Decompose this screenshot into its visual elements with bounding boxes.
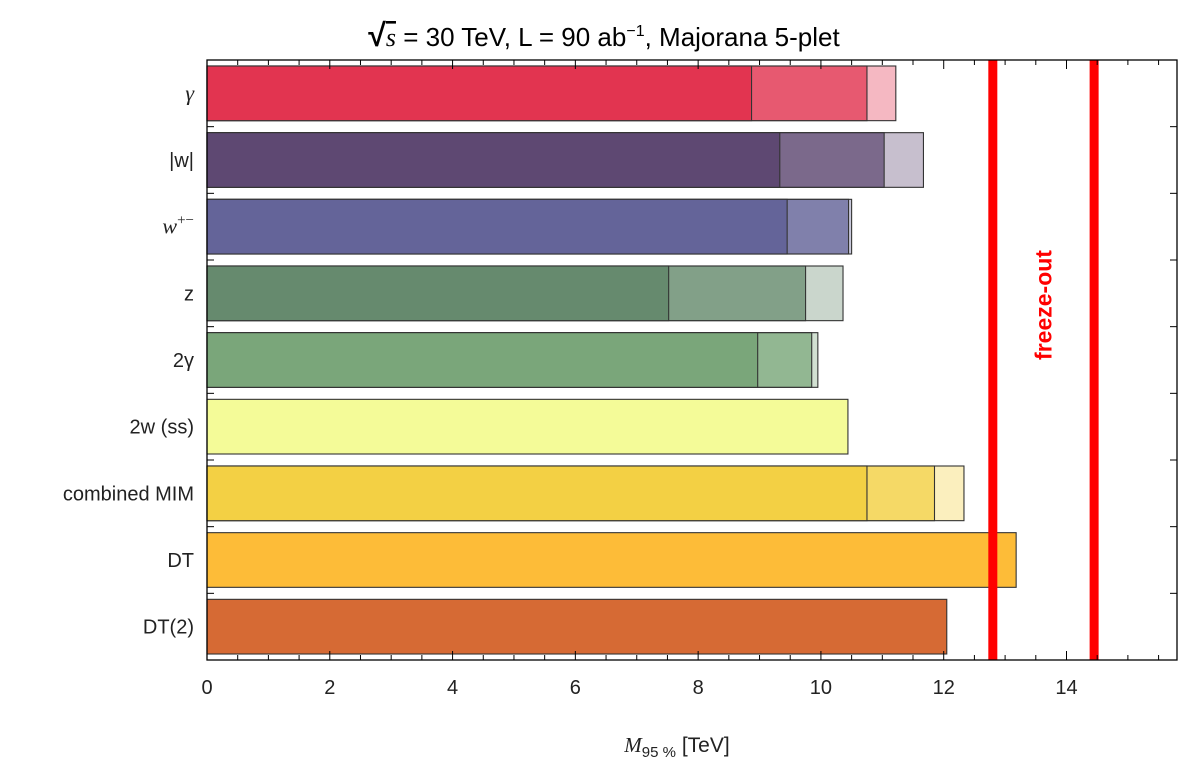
bar-group [206,265,844,322]
x-tick-label: 12 [933,677,955,699]
x-tick-label: 4 [447,677,458,699]
x-tick-label: 0 [201,677,212,699]
x-tick-label: 14 [1055,677,1077,699]
category-label: w+− [162,213,194,239]
title-exponent: −1 [626,23,644,40]
bar-group [206,465,965,522]
x-axis-label: M95 % [TeV] [623,733,729,761]
x-label-symbol: M [623,733,643,757]
bar-group [206,532,1017,588]
freeze-out-label: freeze-out [1030,250,1056,360]
bar-group [206,198,853,255]
bar-segment [206,532,1017,588]
bar-segment [206,65,753,122]
bar-group [206,65,897,122]
x-label-subscript: 95 % [642,744,676,761]
plot-area: γ |w| w+− z 2γ 2w (ss) combined MIM DT DT(2) free… [63,59,1178,699]
category-label: combined MIM [63,483,194,505]
x-tick-label: 2 [324,677,335,699]
bar-group [206,132,924,188]
bar-segment [206,465,868,522]
category-label: γ [185,80,195,105]
chart-title: √s = 30 TeV, L = 90 ab−1, Majorana 5-ple… [368,17,840,53]
category-label: |w| [169,150,194,172]
bar-segment [206,398,849,455]
title-part1: = 30 TeV, L = 90 ab [396,22,626,52]
x-tick-label: 10 [810,677,832,699]
category-label: 2γ [173,350,194,372]
category-label: z [184,283,194,305]
x-label-unit: [TeV] [676,734,730,757]
bar-group [206,598,948,655]
title-part2: , Majorana 5-plet [645,22,841,52]
bar-group [206,332,819,388]
x-tick-label: 8 [693,677,704,699]
title-sqrt-symbol: √ [368,17,386,53]
x-tick-label: 6 [570,677,581,699]
bar-group [206,398,849,455]
title-s: s [386,23,396,52]
category-label: DT(2) [143,617,194,639]
bar-segment [206,598,948,655]
category-label: DT [167,550,194,572]
plot-frame [206,59,1178,661]
bar-segment [206,198,788,255]
bar-segment [206,332,759,388]
bar-segment [206,132,781,188]
category-label: 2w (ss) [130,417,194,439]
bar-segment [206,265,670,322]
